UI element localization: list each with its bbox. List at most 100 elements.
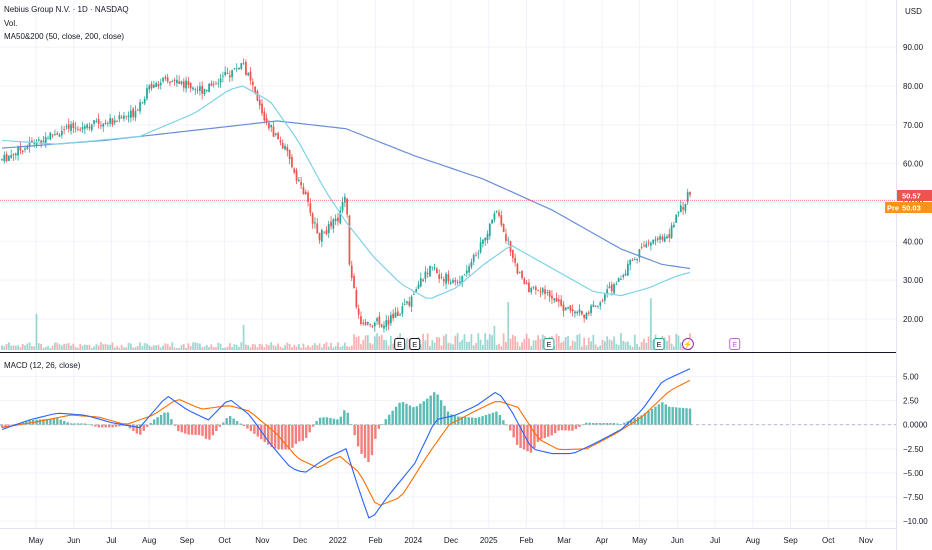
histogram-bar bbox=[325, 417, 329, 425]
histogram-bar bbox=[66, 422, 69, 425]
candle-body bbox=[650, 242, 652, 246]
event-marker-earnings[interactable]: E bbox=[409, 338, 421, 350]
event-marker-earnings-upcoming[interactable]: E bbox=[729, 338, 741, 350]
candle-body bbox=[187, 81, 190, 85]
volume-bar bbox=[419, 344, 422, 350]
volume-bar bbox=[302, 343, 305, 350]
candle-body bbox=[606, 289, 609, 294]
volume-bar bbox=[528, 338, 530, 350]
volume-bar bbox=[116, 345, 118, 350]
split-icon[interactable] bbox=[681, 338, 694, 350]
volume-bar bbox=[238, 346, 240, 350]
candle-body bbox=[684, 204, 687, 211]
volume-bar bbox=[81, 345, 84, 350]
time-tick-label: Aug bbox=[142, 536, 156, 545]
histogram-bar bbox=[467, 417, 470, 425]
event-marker-earnings[interactable]: E bbox=[543, 338, 555, 350]
candle-body bbox=[454, 280, 457, 283]
candle-body bbox=[272, 126, 275, 137]
candle-body bbox=[647, 242, 650, 244]
volume-bar bbox=[1, 345, 3, 350]
candle-body bbox=[88, 126, 91, 129]
macd-axis-ticks: 5.00 2.50 0.0000 −2.50 −5.00 −7.50 −10.00 bbox=[903, 372, 928, 526]
candle-body bbox=[373, 322, 376, 327]
price-axis-panel[interactable] bbox=[896, 0, 932, 550]
volume-bar bbox=[176, 347, 178, 350]
earnings-icon[interactable] bbox=[409, 338, 421, 350]
event-marker-split[interactable]: ⚡ bbox=[681, 338, 694, 350]
pre-market-label: Pre bbox=[887, 204, 899, 213]
earnings-icon[interactable] bbox=[394, 338, 406, 350]
volume-bar bbox=[47, 345, 49, 350]
volume-bar bbox=[355, 337, 358, 350]
event-markers[interactable]: E E E E ⚡ E bbox=[394, 338, 741, 350]
earnings-icon[interactable] bbox=[653, 338, 665, 350]
volume-bar bbox=[652, 339, 655, 350]
histogram-bar bbox=[118, 424, 121, 427]
volume-bar bbox=[279, 346, 282, 350]
volume-bar bbox=[587, 337, 590, 350]
volume-bar bbox=[521, 342, 523, 350]
candle-body bbox=[70, 124, 72, 131]
time-tick-label: Aug bbox=[746, 536, 760, 545]
candle-body bbox=[44, 137, 47, 144]
candle-body bbox=[256, 91, 259, 101]
histogram-bar bbox=[668, 406, 671, 425]
candle-body bbox=[475, 254, 477, 256]
volume-bar bbox=[284, 345, 286, 350]
histogram-bar bbox=[685, 408, 688, 425]
candle-body bbox=[307, 192, 309, 202]
event-marker-earnings[interactable]: E bbox=[653, 338, 665, 350]
event-label: E bbox=[412, 340, 417, 349]
volume-bar bbox=[348, 346, 351, 350]
volume-bar bbox=[74, 347, 77, 350]
histogram-bar bbox=[488, 413, 491, 425]
volume-bar bbox=[666, 340, 668, 350]
price-candles[interactable] bbox=[1, 58, 691, 333]
volume-bar bbox=[456, 333, 459, 350]
candle-body bbox=[109, 118, 112, 124]
histogram-bar bbox=[107, 424, 111, 428]
histogram-bar bbox=[173, 424, 177, 426]
candle-body bbox=[51, 134, 54, 136]
volume-bar bbox=[155, 345, 158, 350]
candle-body bbox=[378, 316, 381, 325]
candle-body bbox=[442, 279, 445, 282]
candle-body bbox=[557, 299, 560, 302]
volume-bar bbox=[617, 344, 620, 350]
volume-bar bbox=[567, 336, 569, 350]
legend-ma[interactable]: MA50&200 (50, close, 200, close) bbox=[4, 32, 124, 41]
earnings-icon[interactable] bbox=[543, 338, 555, 350]
candle-body bbox=[116, 121, 118, 122]
event-marker-earnings[interactable]: E bbox=[394, 338, 406, 350]
volume-bar bbox=[10, 345, 13, 350]
earnings-icon[interactable] bbox=[729, 338, 741, 350]
time-tick-label: Oct bbox=[218, 536, 231, 545]
candle-body bbox=[182, 81, 185, 88]
volume-bar bbox=[539, 339, 542, 350]
volume-bar bbox=[360, 344, 362, 350]
candle-body bbox=[389, 315, 392, 324]
volume-bar bbox=[245, 344, 247, 350]
volume-bar bbox=[281, 347, 284, 350]
volume-bar bbox=[254, 344, 256, 350]
candle-body bbox=[199, 86, 201, 91]
volume-bar bbox=[127, 342, 130, 350]
legend-volume[interactable]: Vol. bbox=[4, 19, 17, 28]
volume-bar bbox=[60, 345, 63, 350]
volume-bar bbox=[258, 343, 261, 350]
histogram-bar bbox=[343, 410, 346, 425]
candle-body bbox=[102, 123, 105, 127]
volume-bar bbox=[376, 333, 378, 350]
volume-bar bbox=[555, 333, 558, 350]
histogram-bar bbox=[474, 417, 477, 425]
legend-macd[interactable]: MACD (12, 26, close) bbox=[4, 361, 81, 370]
volume-bar bbox=[139, 342, 141, 350]
candle-body bbox=[293, 168, 296, 173]
volume-bar bbox=[470, 333, 473, 350]
candle-body bbox=[17, 146, 19, 156]
volume-bar bbox=[111, 342, 114, 350]
volume-bar bbox=[132, 347, 135, 350]
candle-body bbox=[571, 309, 574, 312]
